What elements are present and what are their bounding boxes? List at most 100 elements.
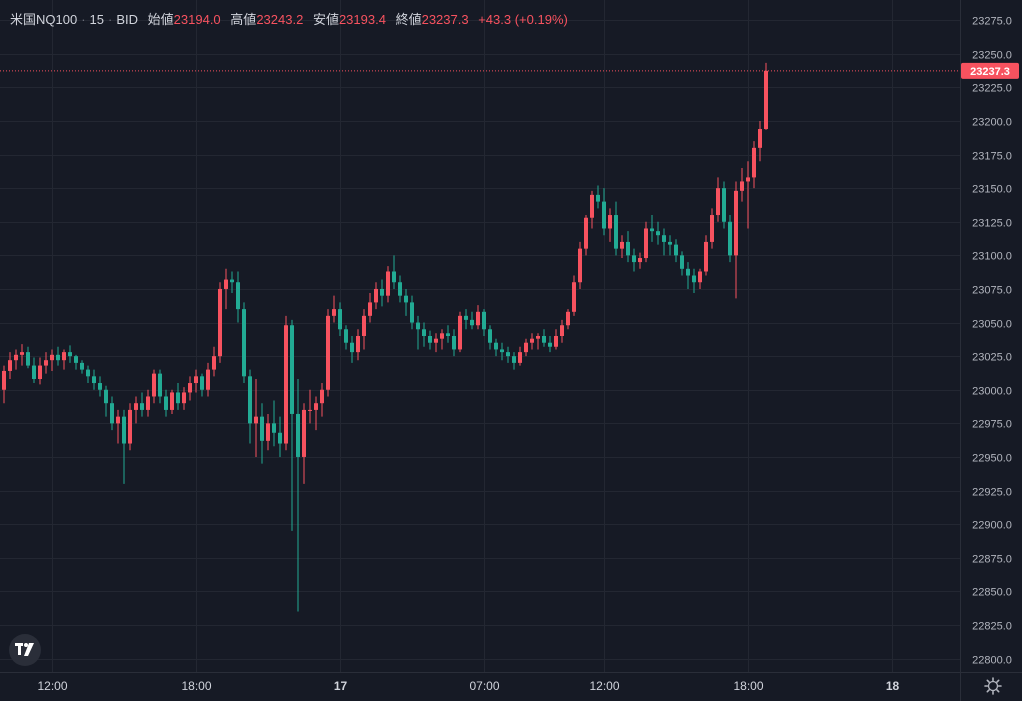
candle bbox=[554, 329, 558, 350]
candle bbox=[596, 185, 600, 209]
candle-body bbox=[98, 383, 102, 390]
candle-body bbox=[662, 235, 666, 242]
change-value: +43.3 (+0.19%) bbox=[478, 12, 568, 27]
candle bbox=[230, 271, 234, 293]
candle bbox=[206, 362, 210, 397]
candle-body bbox=[398, 282, 402, 296]
candle-body bbox=[638, 258, 642, 263]
candle-body bbox=[728, 221, 732, 256]
candle-body bbox=[734, 190, 738, 256]
candle bbox=[536, 333, 540, 350]
candle bbox=[482, 309, 486, 336]
candle-body bbox=[200, 376, 204, 390]
candle-body bbox=[116, 416, 120, 424]
candle bbox=[74, 354, 78, 370]
candle bbox=[2, 365, 6, 404]
time-tick-label: 18:00 bbox=[733, 679, 763, 693]
candle bbox=[332, 295, 336, 323]
candle-body bbox=[122, 416, 126, 444]
candle-body bbox=[86, 369, 90, 377]
last-price-badge bbox=[961, 62, 1019, 79]
candle-body bbox=[680, 255, 684, 269]
candle bbox=[134, 396, 138, 424]
time-tick-label: 07:00 bbox=[469, 679, 499, 693]
candle bbox=[530, 333, 534, 350]
candle-body bbox=[644, 228, 648, 259]
candle bbox=[464, 309, 468, 330]
time-tick-label: 18 bbox=[886, 679, 900, 693]
price-axis[interactable]: 22800.0 22825.0 22850.0 22875.0 22900.0 22925… bbox=[972, 16, 1012, 667]
candle bbox=[578, 241, 582, 289]
candle bbox=[20, 344, 24, 366]
candle-body bbox=[236, 282, 240, 310]
candle-body bbox=[512, 356, 516, 363]
candle-body bbox=[92, 376, 96, 384]
price-tick-label: 23100.0 bbox=[972, 251, 1012, 263]
candle bbox=[422, 322, 426, 347]
candle bbox=[56, 346, 60, 366]
candle bbox=[428, 330, 432, 350]
candle-body bbox=[410, 302, 414, 323]
candle bbox=[80, 360, 84, 374]
tradingview-logo-icon[interactable] bbox=[9, 634, 41, 666]
candle-body bbox=[350, 342, 354, 353]
candle bbox=[392, 255, 396, 289]
candle-body bbox=[170, 392, 174, 410]
candle bbox=[500, 342, 504, 361]
candle bbox=[704, 235, 708, 276]
candle-body bbox=[470, 319, 474, 326]
gear-icon[interactable] bbox=[984, 677, 1002, 695]
candle bbox=[344, 325, 348, 350]
separator-dot: · bbox=[81, 12, 86, 27]
candle bbox=[122, 409, 126, 484]
candle-body bbox=[260, 416, 264, 441]
candle-body bbox=[368, 302, 372, 316]
price-tick-label: 22975.0 bbox=[972, 419, 1012, 431]
candle-body bbox=[464, 315, 468, 320]
candle-body bbox=[692, 275, 696, 283]
close-value: 23237.3 bbox=[421, 12, 469, 27]
candle bbox=[146, 389, 150, 417]
candle bbox=[692, 268, 696, 293]
candle bbox=[254, 379, 258, 457]
candle-body bbox=[722, 188, 726, 222]
symbol-name[interactable]: 米国NQ100 bbox=[10, 12, 78, 27]
candle-body bbox=[296, 413, 300, 457]
candle bbox=[278, 416, 282, 457]
price-tick-label: 23275.0 bbox=[972, 16, 1012, 28]
candle-body bbox=[506, 352, 510, 357]
candle bbox=[218, 282, 222, 363]
candle-body bbox=[572, 282, 576, 312]
candle bbox=[92, 369, 96, 390]
candle-body bbox=[68, 352, 72, 357]
candle-body bbox=[458, 315, 462, 350]
candle bbox=[302, 403, 306, 484]
candle-body bbox=[518, 352, 522, 363]
candle-body bbox=[758, 129, 762, 148]
candle-body bbox=[404, 295, 408, 303]
candle bbox=[350, 336, 354, 363]
candle bbox=[614, 201, 618, 256]
price-tick-label: 22950.0 bbox=[972, 453, 1012, 465]
candle-body bbox=[752, 147, 756, 178]
candle-body bbox=[488, 329, 492, 343]
candle-body bbox=[80, 362, 84, 370]
price-tick-label: 23175.0 bbox=[972, 151, 1012, 163]
candle-body bbox=[494, 342, 498, 350]
candle bbox=[164, 389, 168, 417]
candle bbox=[374, 282, 378, 310]
candle-body bbox=[686, 268, 690, 276]
time-axis[interactable]: 12:00 18:00 17 07:00 12:00 18:00 18 bbox=[37, 679, 899, 693]
candle bbox=[542, 329, 546, 347]
candle-body bbox=[44, 360, 48, 366]
candle bbox=[410, 295, 414, 330]
candle-body bbox=[128, 409, 132, 444]
candle bbox=[746, 161, 750, 229]
price-tick-label: 23200.0 bbox=[972, 117, 1012, 129]
interval[interactable]: 15 bbox=[89, 12, 105, 27]
separator-dot: · bbox=[108, 12, 113, 27]
candle bbox=[644, 221, 648, 263]
price-tick-label: 23025.0 bbox=[972, 352, 1012, 364]
